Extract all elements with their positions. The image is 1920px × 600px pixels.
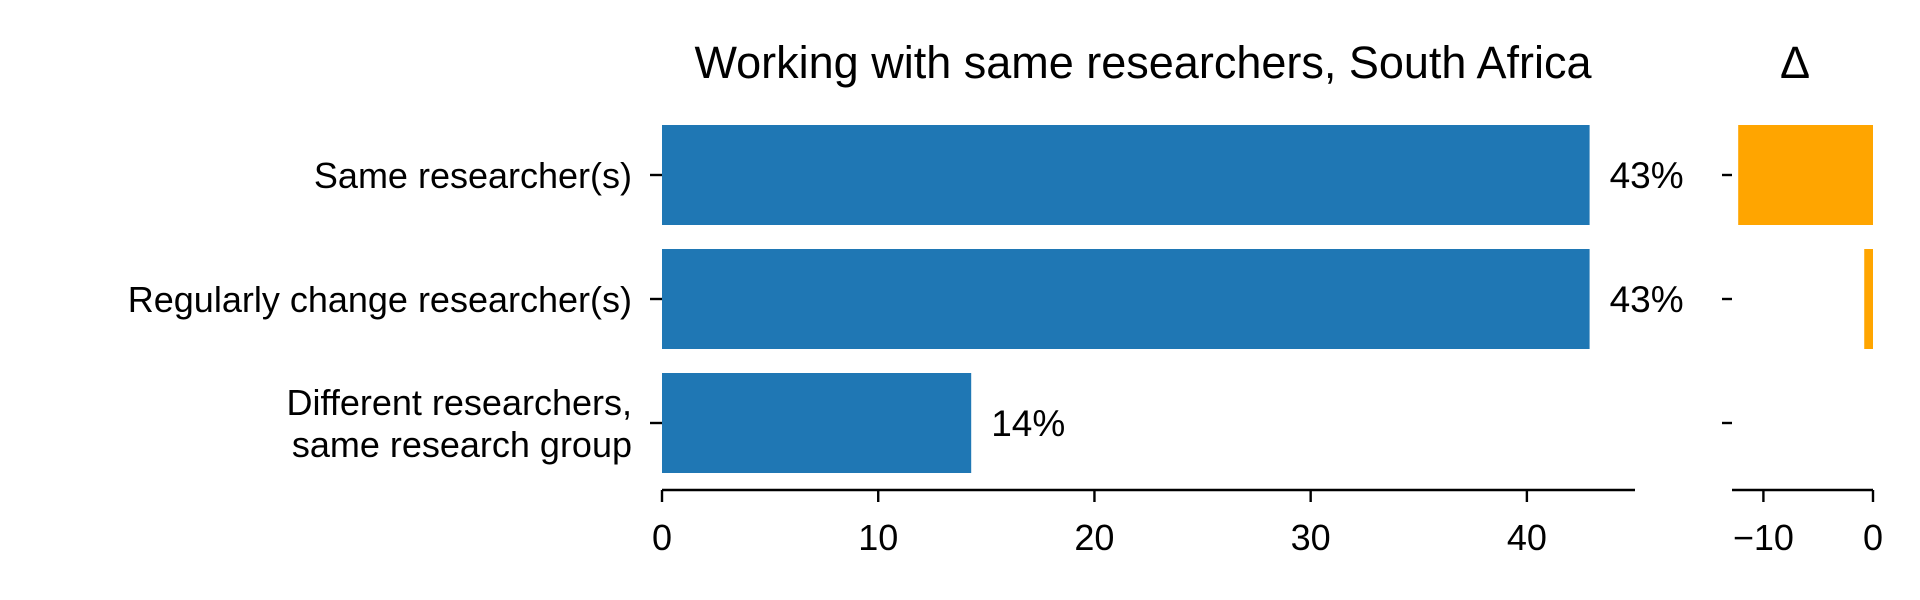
main-bar bbox=[662, 249, 1590, 349]
main-x-axis: Same researcher(s) Regularly change resea… bbox=[128, 155, 1635, 558]
delta-x-axis: −10 0 bbox=[1722, 173, 1883, 558]
delta-x-tick-label: 0 bbox=[1863, 517, 1883, 558]
main-bar-value-label: 43% bbox=[1610, 279, 1684, 320]
main-bar bbox=[662, 125, 1590, 225]
delta-x-tick-label: −10 bbox=[1733, 517, 1794, 558]
main-x-tick-label: 40 bbox=[1507, 517, 1547, 558]
category-label: Regularly change researcher(s) bbox=[128, 279, 632, 320]
category-label: Different researchers, bbox=[287, 382, 632, 423]
delta-chart-panel: Δ −10 0 bbox=[1722, 37, 1883, 558]
delta-chart-title: Δ bbox=[1780, 37, 1810, 88]
main-bars-group: 43% 43% 14% bbox=[662, 125, 1684, 473]
main-x-tick-label: 10 bbox=[858, 517, 898, 558]
main-x-tick-label: 20 bbox=[1074, 517, 1114, 558]
main-bar bbox=[662, 373, 972, 473]
main-chart-title: Working with same researchers, South Afr… bbox=[694, 37, 1592, 88]
main-chart-panel: Working with same researchers, South Afr… bbox=[128, 37, 1684, 558]
main-x-tick-label: 0 bbox=[652, 517, 672, 558]
main-bar-value-label: 14% bbox=[991, 403, 1065, 444]
delta-bars-group bbox=[1738, 125, 1873, 349]
main-x-tick-label: 30 bbox=[1291, 517, 1331, 558]
main-bar-value-label: 43% bbox=[1610, 155, 1684, 196]
category-label: same research group bbox=[292, 424, 632, 465]
delta-bar bbox=[1738, 125, 1873, 225]
category-label: Same researcher(s) bbox=[314, 155, 632, 196]
delta-bar bbox=[1864, 249, 1873, 349]
